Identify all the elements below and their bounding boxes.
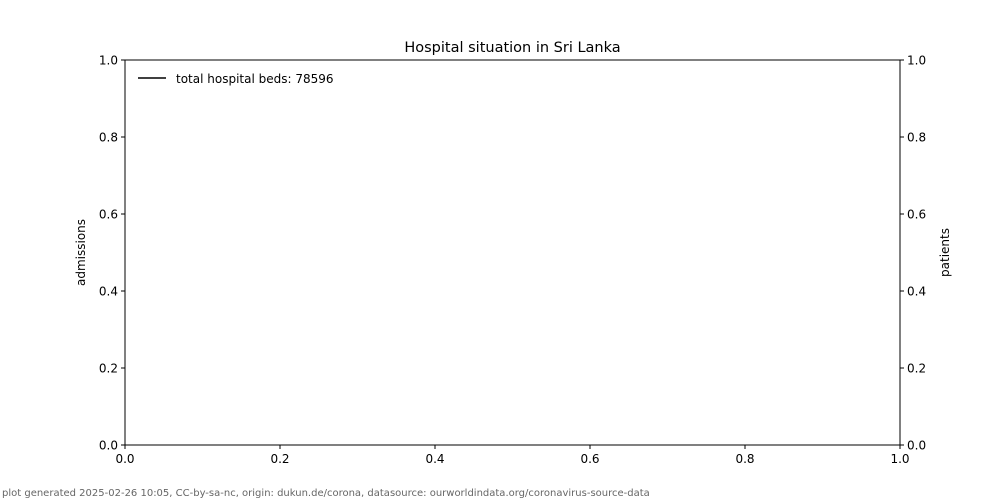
y-tick-label-left: 0.8 [99,131,118,145]
y-axis-label-left: admissions [74,219,88,286]
x-tick-label: 0.8 [735,452,754,466]
plot-frame [124,59,901,446]
x-tick-label: 0.6 [580,452,599,466]
y-tick-label-right: 0.6 [907,208,926,222]
y-tick-label-right: 0.8 [907,131,926,145]
y-tick-label-left: 1.0 [99,54,118,68]
y-tick-label-right: 1.0 [907,54,926,68]
legend-entry: total hospital beds: 78596 [176,72,334,86]
y-tick-label-left: 0.0 [99,439,118,453]
y-tick-label-right: 0.2 [907,362,926,376]
x-tick-label: 0.4 [425,452,444,466]
y-tick-label-left: 0.6 [99,208,118,222]
chart-title: Hospital situation in Sri Lanka [404,40,620,56]
y-tick-label-right: 0.4 [907,285,926,299]
y-tick-label-left: 0.4 [99,285,118,299]
y-tick-label-left: 0.2 [99,362,118,376]
footer-credits: plot generated 2025-02-26 10:05, CC-by-s… [2,488,650,499]
x-tick-label: 0.0 [115,452,134,466]
x-tick-label: 1.0 [890,452,909,466]
x-tick-label: 0.2 [270,452,289,466]
y-axis-label-right: patients [938,228,952,277]
y-tick-label-right: 0.0 [907,439,926,453]
